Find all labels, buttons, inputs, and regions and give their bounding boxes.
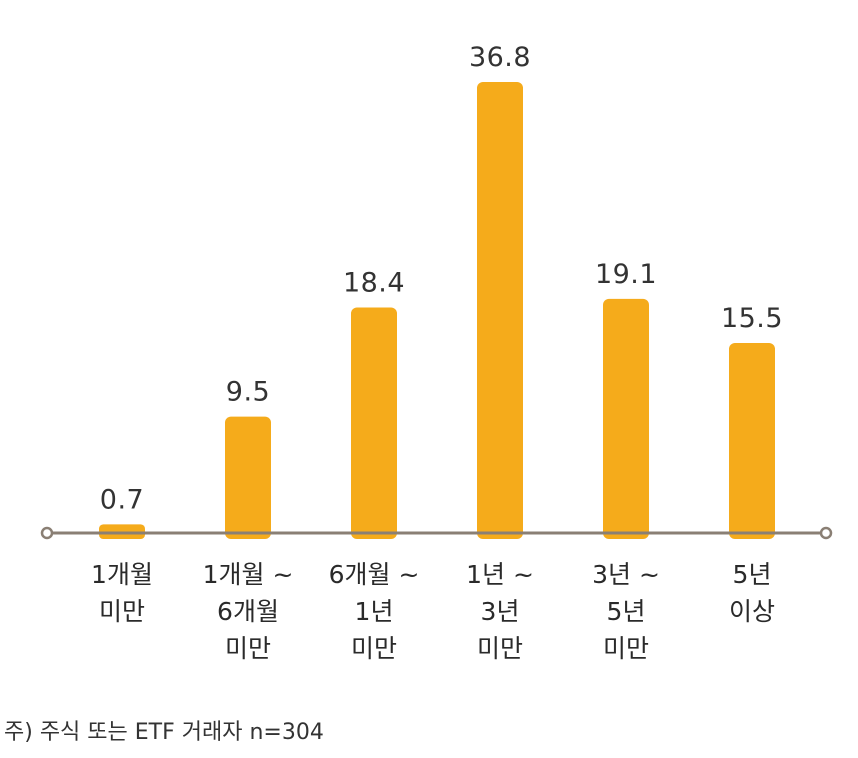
category-label-0-line-0: 1개월 xyxy=(91,560,153,589)
value-label-3: 36.8 xyxy=(469,42,531,73)
category-label-3-line-2: 미만 xyxy=(477,634,523,663)
category-label-2-line-2: 미만 xyxy=(351,634,397,663)
bar-5 xyxy=(729,343,775,539)
value-label-2: 18.4 xyxy=(343,268,405,299)
category-label-5-line-1: 이상 xyxy=(729,597,775,626)
value-label-4: 19.1 xyxy=(595,259,657,290)
category-label-2-line-0: 6개월 ~ xyxy=(329,560,420,589)
axis-end-marker xyxy=(819,526,833,540)
category-label-3-line-1: 3년 xyxy=(481,597,520,626)
category-label-1-line-0: 1개월 ~ xyxy=(203,560,294,589)
footnote: 주) 주식 또는 ETF 거래자 n=304 xyxy=(4,720,324,745)
category-label-4-line-2: 미만 xyxy=(603,634,649,663)
axis-start-marker xyxy=(40,526,54,540)
bar-3 xyxy=(477,82,523,539)
category-label-1-line-1: 6개월 xyxy=(217,597,279,626)
value-label-1: 9.5 xyxy=(226,377,270,408)
category-label-0-line-1: 미만 xyxy=(99,597,145,626)
category-label-4-line-0: 3년 ~ xyxy=(592,560,660,589)
category-label-4-line-1: 5년 xyxy=(607,597,646,626)
bar-1 xyxy=(225,416,271,539)
category-label-5-line-0: 5년 xyxy=(733,560,772,589)
category-label-1-line-2: 미만 xyxy=(225,634,271,663)
category-label-2-line-1: 1년 xyxy=(355,597,394,626)
bar-2 xyxy=(351,307,397,539)
value-label-0: 0.7 xyxy=(100,484,144,515)
bar-4 xyxy=(603,298,649,539)
category-label-3-line-0: 1년 ~ xyxy=(466,560,534,589)
value-label-5: 15.5 xyxy=(721,303,783,334)
